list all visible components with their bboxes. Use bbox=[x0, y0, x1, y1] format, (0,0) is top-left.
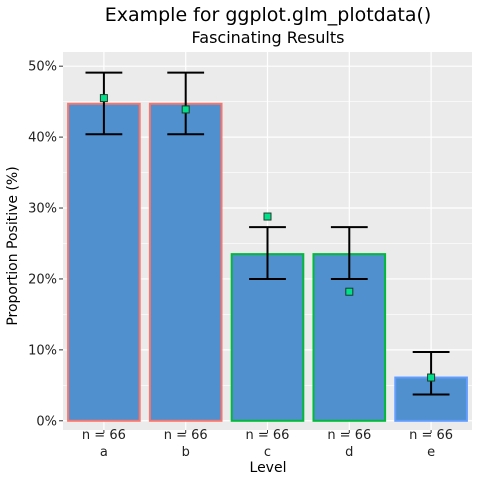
n-label-a: n = 66 bbox=[82, 428, 126, 443]
observed-point-b bbox=[181, 105, 190, 114]
error-bar-e bbox=[412, 350, 450, 396]
observed-point-d bbox=[345, 287, 354, 296]
y-tick-label: 30% bbox=[28, 202, 57, 217]
error-bar-d bbox=[330, 226, 368, 280]
chart-title: Example for ggplot.glm_plotdata() bbox=[105, 4, 432, 26]
n-label-e: n = 66 bbox=[409, 428, 453, 443]
bars bbox=[67, 102, 468, 422]
y-tick-label: 0% bbox=[36, 414, 57, 429]
y-axis: 0% 10% 20% 30% 40% 50% bbox=[28, 60, 63, 429]
x-tick-label-e: e bbox=[427, 445, 435, 460]
x-tick-label-d: d bbox=[345, 445, 353, 460]
observed-point-a bbox=[99, 94, 108, 103]
n-label-b: n = 66 bbox=[164, 428, 208, 443]
observed-point-c bbox=[263, 212, 272, 221]
y-tick-label: 20% bbox=[28, 272, 57, 287]
x-axis: a b c d e bbox=[100, 430, 435, 460]
error-bar-a bbox=[85, 71, 123, 136]
n-label-d: n = 66 bbox=[327, 428, 371, 443]
bar-d bbox=[312, 253, 387, 422]
error-bar-b bbox=[167, 71, 205, 136]
observed-points bbox=[99, 94, 436, 382]
x-tick-label-b: b bbox=[182, 445, 190, 460]
y-tick-label: 10% bbox=[28, 343, 57, 358]
x-axis-label: Level bbox=[250, 460, 287, 476]
error-bars bbox=[85, 71, 450, 396]
x-tick-label-c: c bbox=[264, 445, 271, 460]
n-label-c: n = 66 bbox=[246, 428, 290, 443]
bar-c bbox=[230, 253, 305, 422]
y-axis-label: Proportion Positive (%) bbox=[5, 166, 21, 325]
observed-point-e bbox=[427, 373, 436, 382]
bar-a bbox=[67, 102, 141, 422]
y-tick-label: 40% bbox=[28, 131, 57, 146]
bar-b bbox=[148, 102, 223, 422]
chart-subtitle: Fascinating Results bbox=[192, 28, 345, 47]
x-tick-label-a: a bbox=[100, 445, 108, 460]
y-tick-label: 50% bbox=[28, 60, 57, 75]
n-labels: n = 66 n = 66 n = 66 n = 66 n = 66 bbox=[82, 428, 453, 443]
error-bar-c bbox=[249, 226, 286, 280]
